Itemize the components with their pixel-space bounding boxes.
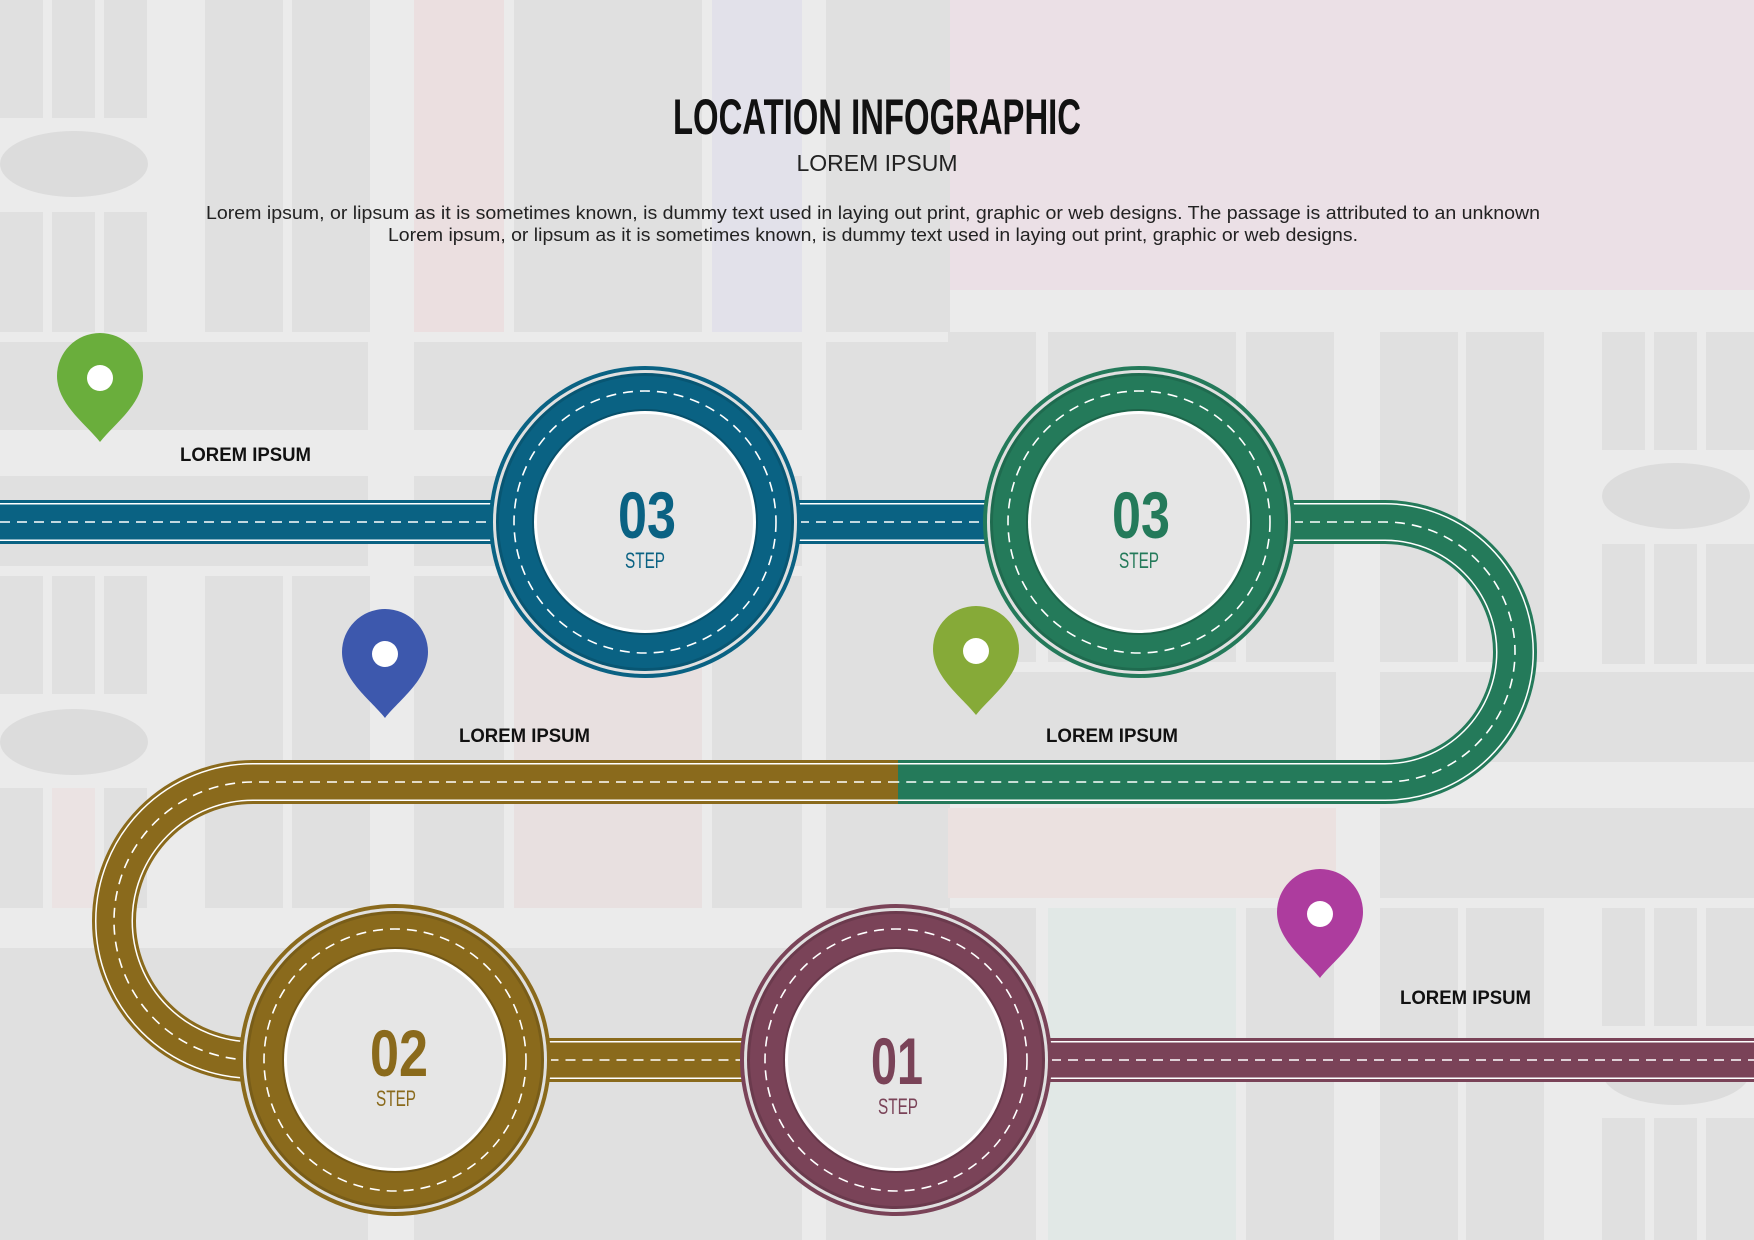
pin-hole [963, 638, 989, 664]
ring-shade [243, 908, 547, 1212]
ring-center [1031, 414, 1247, 630]
ring-shade [493, 370, 797, 674]
pin-hole [372, 641, 398, 667]
step-label: STEP [878, 1094, 918, 1119]
road-dashes [113, 781, 898, 1061]
ring-dashes [764, 928, 1028, 1192]
pin-label: LOREM IPSUM [180, 445, 311, 466]
location-pin [57, 333, 143, 442]
location-pin [933, 606, 1019, 715]
pin-hole [87, 365, 113, 391]
ring-dashes [263, 928, 527, 1192]
page-title: LOCATION INFOGRAPHIC [673, 89, 1081, 145]
ring-dashes [1007, 390, 1271, 654]
description-line-1: Lorem ipsum, or lipsum as it is sometime… [206, 202, 1540, 223]
step-ring [239, 904, 551, 1216]
ring-center [287, 952, 503, 1168]
ring-shade [987, 370, 1291, 674]
location-pins: LOREM IPSUM LOREM IPSUM LOREM IPSUM LORE… [57, 333, 1531, 1009]
description-line-2: Lorem ipsum, or lipsum as it is sometime… [388, 224, 1358, 245]
pin-label: LOREM IPSUM [459, 726, 590, 747]
step-ring [983, 366, 1295, 678]
step-rings [239, 366, 1295, 1216]
step-number: 02 [370, 1016, 428, 1090]
step-labels: 03 STEP 03 STEP 02 STEP 01 STEP [370, 478, 1170, 1119]
location-pin [342, 609, 428, 718]
step-label: STEP [376, 1086, 416, 1111]
road-dashes [898, 521, 1516, 783]
ring-shade [744, 908, 1048, 1212]
pin-label: LOREM IPSUM [1046, 726, 1178, 747]
page-subtitle: LOREM IPSUM [796, 150, 957, 176]
ring-center [788, 952, 1004, 1168]
pin-label: LOREM IPSUM [1400, 988, 1531, 1009]
step-number: 03 [618, 478, 676, 552]
step-label: STEP [1119, 548, 1159, 573]
header: LOCATION INFOGRAPHIC LOREM IPSUM Lorem i… [206, 89, 1540, 245]
step-number: 01 [871, 1024, 923, 1098]
ring-center [537, 414, 753, 630]
step-number: 03 [1112, 478, 1170, 552]
step-ring [489, 366, 801, 678]
ring-dashes [513, 390, 777, 654]
step-ring [740, 904, 1052, 1216]
location-pin [1277, 869, 1363, 978]
pin-hole [1307, 901, 1333, 927]
step-label: STEP [625, 548, 665, 573]
